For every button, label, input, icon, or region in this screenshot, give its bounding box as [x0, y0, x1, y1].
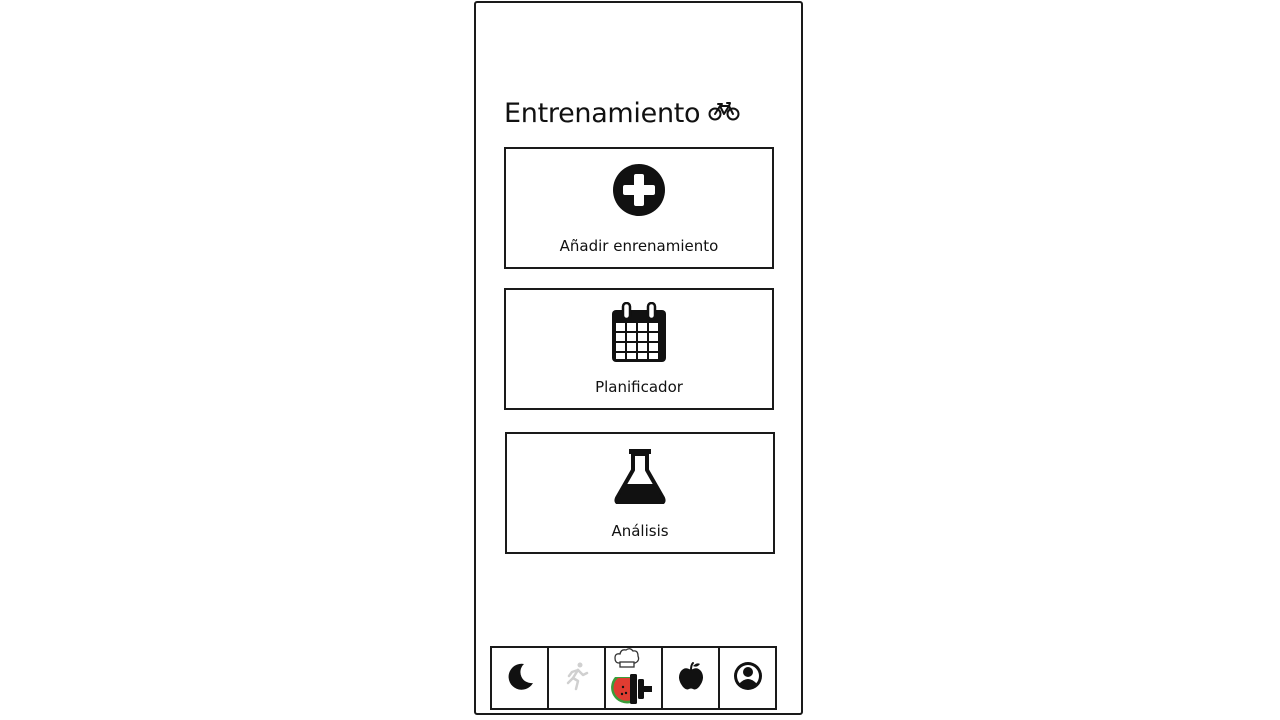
- planner-card[interactable]: Planificador: [504, 288, 774, 410]
- page-title: Entrenamiento: [504, 97, 701, 129]
- bicycle-icon: [708, 101, 740, 125]
- tab-activity[interactable]: [547, 646, 606, 710]
- planner-label: Planificador: [595, 378, 683, 396]
- running-person-icon: [564, 661, 590, 695]
- bottom-tab-bar: [490, 646, 787, 710]
- apple-icon: [677, 661, 705, 695]
- moon-icon: [505, 661, 535, 695]
- phone-frame: Entrenamiento Añadir enrenamiento: [474, 1, 803, 715]
- header: Entrenamiento: [504, 93, 740, 133]
- tab-nutrition[interactable]: [661, 646, 720, 710]
- analysis-label: Análisis: [611, 522, 669, 540]
- tab-home[interactable]: [604, 646, 663, 710]
- tab-profile[interactable]: [718, 646, 777, 710]
- calendar-icon: [506, 302, 772, 364]
- app-logo-icon: [610, 647, 657, 709]
- add-training-label: Añadir enrenamiento: [559, 237, 719, 255]
- profile-icon: [733, 661, 763, 695]
- flask-icon: [507, 448, 773, 504]
- analysis-card[interactable]: Análisis: [505, 432, 775, 554]
- add-training-card[interactable]: Añadir enrenamiento: [504, 147, 774, 269]
- tab-sleep[interactable]: [490, 646, 549, 710]
- plus-circle-icon: [506, 163, 772, 217]
